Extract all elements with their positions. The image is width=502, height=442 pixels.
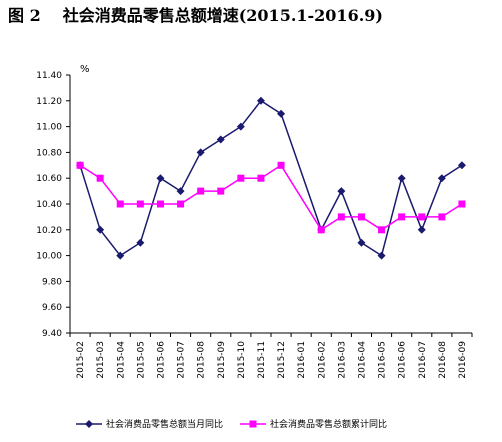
data-point <box>398 213 406 221</box>
y-tick-label: 10.20 <box>36 226 62 236</box>
data-point <box>357 213 365 221</box>
title-text: 社会消费品零售总额增速(2015.1-2016.9) <box>62 6 383 25</box>
data-point <box>76 161 84 169</box>
x-tick-label: 2015-07 <box>177 341 187 379</box>
x-tick-label: 2016-09 <box>458 341 468 379</box>
x-tick-label: 2016-08 <box>438 341 448 379</box>
data-point <box>378 226 386 234</box>
axes <box>66 74 473 337</box>
data-point <box>136 200 144 208</box>
data-point <box>397 174 406 183</box>
data-point <box>277 161 285 169</box>
data-point <box>438 213 446 221</box>
data-point <box>177 200 185 208</box>
data-point <box>458 200 466 208</box>
data-point <box>457 161 466 170</box>
y-tick-label: 11.00 <box>36 123 62 133</box>
x-tick-labels: 2015-02 2015-03 2015-04 2015-05 2015-06 2015-… <box>76 341 468 379</box>
legend-item-2: 社会消费品零售总额累计同比 <box>240 418 387 430</box>
data-point <box>256 96 265 105</box>
y-tick-labels: 9.40 9.60 9.80 10.00 10.20 10.40 10.60 10.80 11.… <box>36 71 62 339</box>
legend: 社会消费品零售总额当月同比 社会消费品零售总额累计同比 <box>76 418 387 430</box>
data-point <box>116 200 124 208</box>
x-tick-label: 2015-02 <box>76 341 86 379</box>
data-point <box>357 238 366 247</box>
data-point <box>96 225 105 234</box>
chart-title: 图 2 社会消费品零售总额增速(2015.1-2016.9) <box>8 2 383 26</box>
x-tick-label: 2015-12 <box>277 341 287 379</box>
series-2 <box>76 161 466 234</box>
data-point <box>437 174 446 183</box>
legend-item-1: 社会消费品零售总额当月同比 <box>76 418 223 430</box>
y-tick-label: 11.20 <box>36 97 62 107</box>
x-tick-label: 2016-03 <box>337 341 347 379</box>
y-tick-label: 9.40 <box>42 329 62 339</box>
y-tick-label: 10.80 <box>36 148 62 158</box>
data-point <box>337 213 345 221</box>
x-tick-label: 2015-04 <box>116 341 126 379</box>
data-point <box>197 187 205 195</box>
x-tick-label: 2015-05 <box>136 341 146 379</box>
data-point <box>317 226 325 234</box>
y-tick-label: 9.60 <box>42 303 62 313</box>
data-point <box>277 109 286 118</box>
data-point <box>377 251 386 260</box>
data-point <box>216 135 225 144</box>
data-point <box>156 200 164 208</box>
data-point <box>236 122 245 131</box>
data-point <box>96 174 104 182</box>
data-point <box>337 187 346 196</box>
x-tick-label: 2016-01 <box>297 341 307 379</box>
data-point <box>217 187 225 195</box>
x-tick-label: 2015-09 <box>217 341 227 379</box>
x-tick-label: 2016-04 <box>357 341 367 379</box>
series-1 <box>76 96 466 260</box>
legend-marker <box>85 420 93 428</box>
x-tick-label: 2016-05 <box>378 341 388 379</box>
x-tick-label: 2015-11 <box>257 341 267 379</box>
x-tick-label: 2016-02 <box>317 341 327 379</box>
data-point <box>116 251 125 260</box>
figure-label: 图 2 <box>8 6 41 25</box>
x-tick-label: 2016-06 <box>398 341 408 379</box>
x-tick-label: 2015-10 <box>237 341 247 379</box>
data-point <box>257 174 265 182</box>
legend-marker <box>249 420 257 428</box>
data-point <box>136 238 145 247</box>
y-tick-label: 10.40 <box>36 200 62 210</box>
series-group <box>76 96 466 260</box>
y-tick-label: 10.00 <box>36 252 62 262</box>
y-tick-label: 10.60 <box>36 174 62 184</box>
data-point <box>196 148 205 157</box>
data-point <box>417 225 426 234</box>
x-tick-label: 2015-08 <box>197 341 207 379</box>
data-point <box>176 187 185 196</box>
legend-label: 社会消费品零售总额当月同比 <box>106 418 223 430</box>
legend-label: 社会消费品零售总额累计同比 <box>270 418 387 430</box>
x-tick-label: 2015-06 <box>156 341 166 379</box>
x-tick-label: 2016-07 <box>418 341 428 379</box>
y-tick-label: 9.80 <box>42 277 62 287</box>
y-tick-label: 11.40 <box>36 71 62 81</box>
data-point <box>237 174 245 182</box>
data-point <box>156 174 165 183</box>
data-point <box>418 213 426 221</box>
y-axis-unit: % <box>80 64 90 75</box>
x-tick-label: 2015-03 <box>96 341 106 379</box>
